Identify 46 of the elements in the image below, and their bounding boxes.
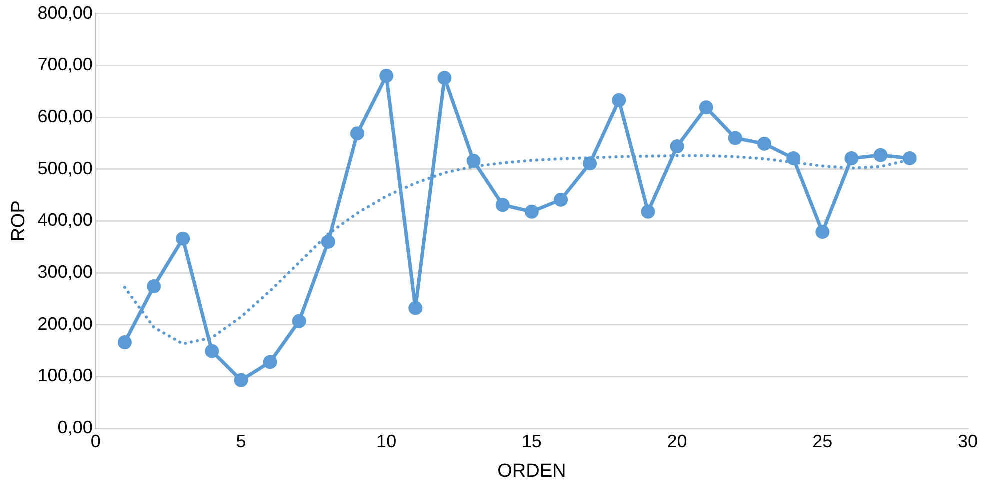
point — [263, 355, 278, 370]
y-tick-label: 400,00 — [38, 210, 93, 230]
point — [641, 204, 656, 219]
point — [786, 151, 801, 166]
point — [496, 198, 510, 212]
x-tick-label: 25 — [812, 431, 833, 452]
point — [380, 69, 394, 84]
x-axis-title: ORDEN — [498, 460, 566, 482]
point — [234, 373, 248, 388]
point — [408, 301, 423, 316]
point — [118, 336, 132, 350]
point — [350, 126, 364, 141]
point — [612, 93, 626, 108]
point — [874, 148, 888, 162]
y-tick-label: 600,00 — [38, 106, 93, 126]
point — [583, 156, 598, 171]
y-tick-label: 800,00 — [38, 2, 93, 23]
point — [524, 204, 539, 219]
y-tick-label: 0,00 — [58, 418, 93, 438]
point — [292, 314, 306, 328]
point — [699, 100, 714, 115]
point — [728, 131, 742, 146]
x-tick-label: 30 — [958, 431, 978, 452]
x-tick-label: 5 — [236, 431, 246, 452]
x-tick-label: 20 — [667, 431, 688, 452]
point — [902, 151, 917, 166]
point — [844, 151, 859, 166]
point — [466, 154, 481, 168]
point — [205, 344, 220, 358]
point — [147, 280, 161, 294]
y-tick-label: 700,00 — [38, 54, 93, 75]
point — [670, 140, 684, 154]
y-tick-label: 500,00 — [38, 158, 93, 178]
point — [816, 225, 830, 240]
point — [176, 232, 190, 246]
x-tick-label: 0 — [90, 431, 101, 452]
x-tick-label: 15 — [522, 431, 542, 452]
y-axis-title: ROP — [8, 200, 30, 242]
y-tick-label: 300,00 — [38, 262, 93, 282]
x-tick-label: 10 — [376, 431, 397, 452]
point — [758, 136, 772, 151]
y-tick-label: 100,00 — [38, 366, 93, 386]
y-tick-label: 200,00 — [38, 314, 93, 334]
point — [321, 234, 336, 249]
point — [554, 192, 568, 207]
point — [438, 71, 452, 86]
